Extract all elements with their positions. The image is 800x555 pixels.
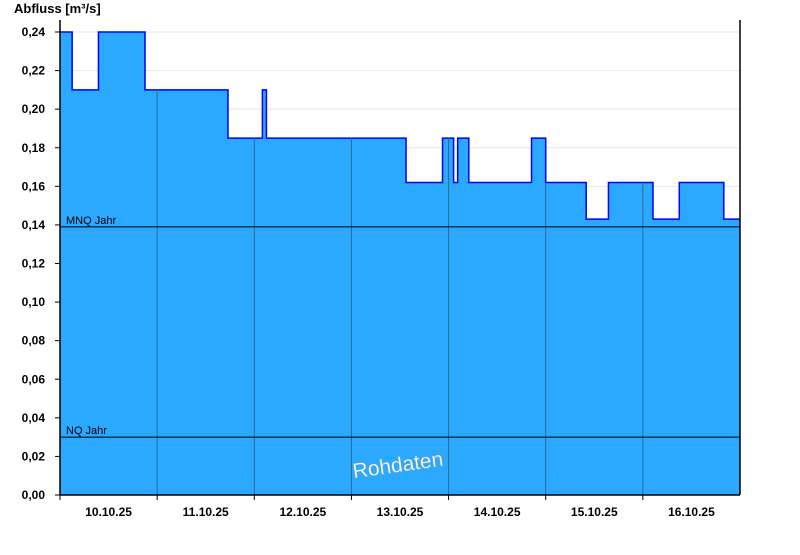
y-tick-label: 0,22 bbox=[22, 64, 46, 78]
discharge-area bbox=[60, 32, 740, 495]
y-tick-label: 0,02 bbox=[22, 449, 46, 463]
y-tick-label: 0,14 bbox=[22, 218, 46, 232]
x-tick-label: 15.10.25 bbox=[571, 505, 618, 519]
y-tick-label: 0,18 bbox=[22, 141, 46, 155]
discharge-line bbox=[60, 31, 740, 220]
reference-line-label: MNQ Jahr bbox=[66, 215, 116, 227]
y-tick-label: 0,12 bbox=[22, 257, 46, 271]
y-tick-label: 0,00 bbox=[22, 488, 46, 502]
x-tick-label: 12.10.25 bbox=[279, 505, 326, 519]
x-tick-label: 10.10.25 bbox=[85, 505, 132, 519]
x-tick-label: 16.10.25 bbox=[668, 505, 715, 519]
y-tick-label: 0,06 bbox=[22, 372, 46, 386]
x-tick-label: 14.10.25 bbox=[474, 505, 521, 519]
y-tick-label: 0,24 bbox=[22, 25, 46, 39]
y-tick-label: 0,08 bbox=[22, 334, 46, 348]
y-tick-label: 0,04 bbox=[22, 411, 46, 425]
reference-line-label: NQ Jahr bbox=[66, 425, 107, 437]
y-tick-label: 0,20 bbox=[22, 102, 46, 116]
x-tick-label: 11.10.25 bbox=[183, 505, 229, 519]
y-axis-title: Abfluss [m³/s] bbox=[14, 1, 101, 16]
y-tick-label: 0,10 bbox=[22, 295, 46, 309]
y-tick-label: 0,16 bbox=[22, 179, 46, 193]
x-tick-label: 13.10.25 bbox=[377, 505, 424, 519]
